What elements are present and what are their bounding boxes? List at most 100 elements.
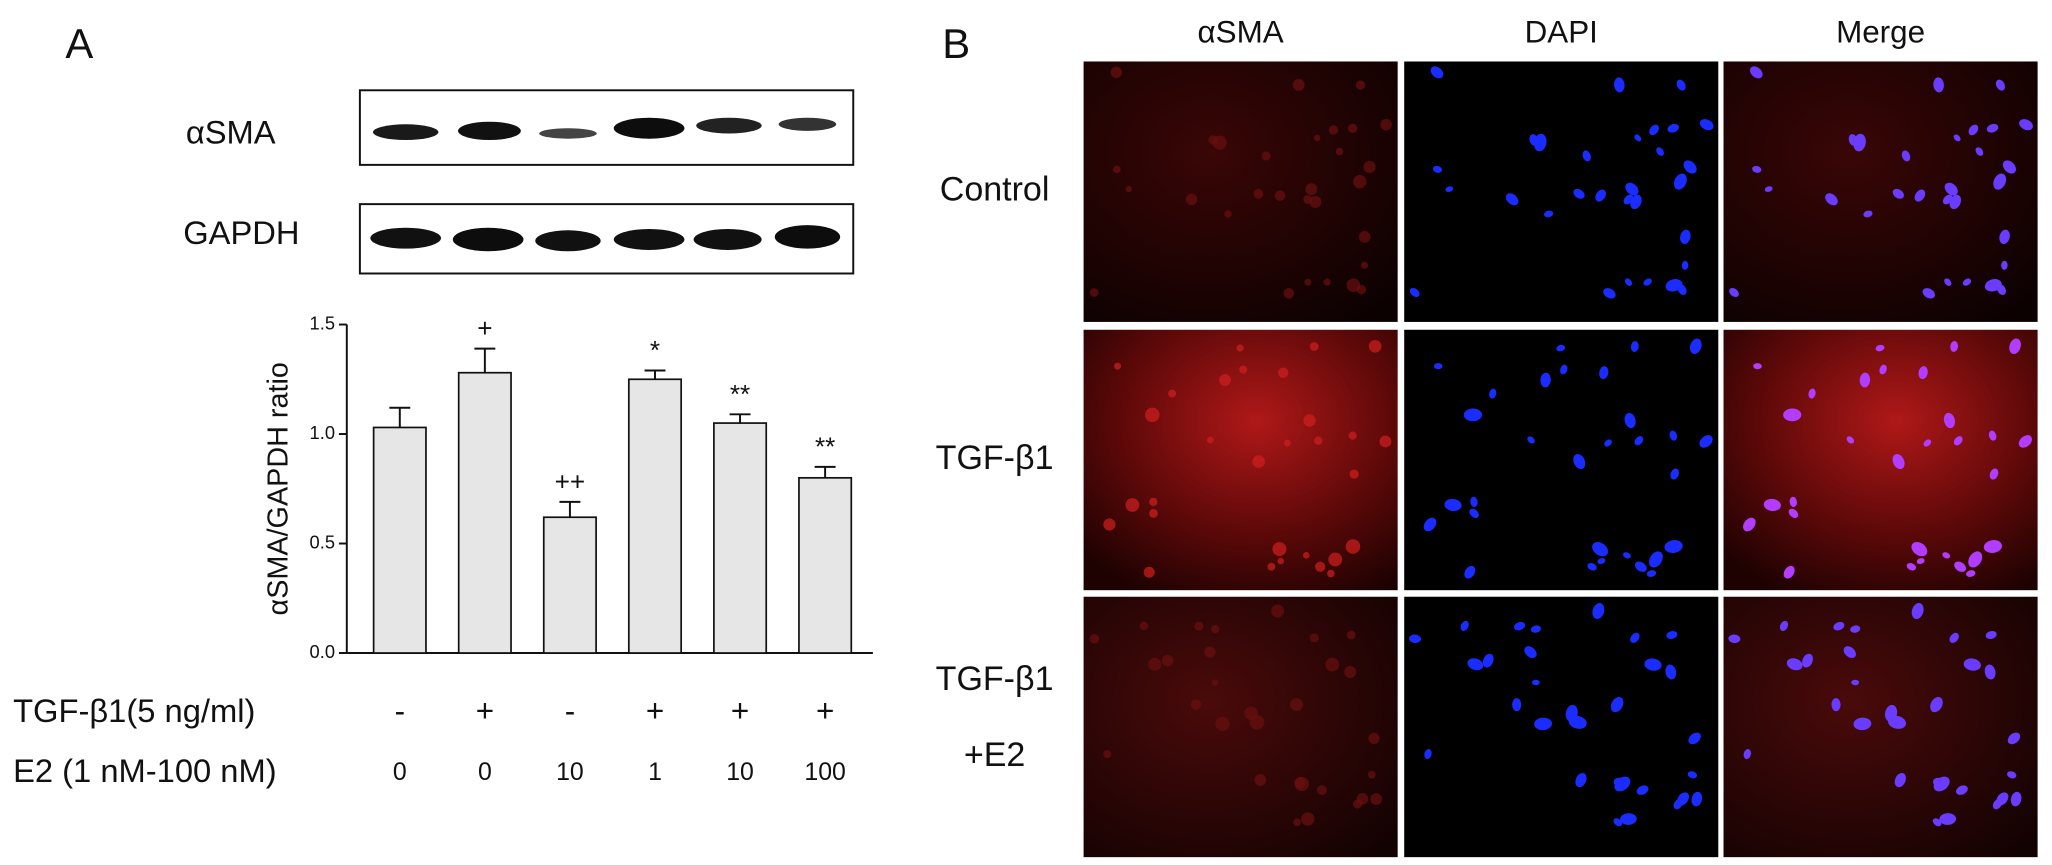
nucleus [1514,621,1526,631]
nucleus [1986,123,1999,133]
nucleus [1953,134,1961,142]
stain-spot [1283,288,1295,299]
micrograph [1404,329,1719,591]
y-axis-title: αSMA/GAPDH ratio [263,362,295,615]
nucleus [1614,77,1625,93]
nucleus [1445,186,1454,192]
error-bar [389,406,411,428]
stain-spot [1185,193,1198,205]
nucleus [1933,777,1947,789]
nucleus [1949,194,1962,210]
nucleus [1599,366,1609,380]
nucleus [1743,517,1756,532]
nucleus [1634,134,1642,142]
stain-spot [1355,80,1366,90]
stain-spot [1314,436,1323,445]
blot-band [774,225,841,249]
stain-spot [1328,552,1343,567]
stain-spot [1349,469,1359,479]
nucleus [1630,632,1640,643]
stain-spot [1125,498,1140,512]
nucleus [1848,134,1858,146]
nucleus [1634,561,1647,572]
stain-spot [1149,497,1158,507]
nucleus [2009,338,2021,354]
blot-band [370,227,442,249]
bar [457,371,512,654]
stain-spot [1345,539,1361,554]
condition-value: 10 [556,758,584,786]
row-label: +E2 [964,736,1025,774]
nucleus [1906,562,1917,571]
micrograph [1723,61,2038,322]
nucleus [1914,189,1926,202]
stain-spot [1346,278,1361,293]
nucleus [1560,364,1568,375]
row-label: Control [940,171,1050,209]
blot-label: GAPDH [183,214,299,251]
nucleus [1587,562,1597,571]
nucleus [1985,630,1997,639]
stain-spot [1309,195,1322,208]
nucleus [1949,632,1959,643]
nucleus [1999,229,2010,245]
nucleus [1604,439,1612,447]
condition-name: E2 (1 nM-100 nM) [13,752,277,789]
stain-spot [1277,557,1284,565]
stain-spot [1303,414,1316,427]
nucleus [1646,570,1657,577]
nucleus [1467,658,1484,671]
error-bar [814,465,836,478]
stain-spot [1367,770,1376,779]
nucleus [1430,66,1444,79]
significance-label: ++ [555,466,586,496]
stain-spot [1348,431,1357,440]
nucleus [1989,468,1999,480]
nucleus [1622,552,1631,559]
stain-spot [1323,278,1331,286]
micrograph-bg [1723,596,2038,858]
stain-spot [1328,125,1339,135]
nucleus [2002,160,2017,174]
nucleus [1681,260,1689,270]
nucleus [1530,625,1541,633]
nucleus [1988,430,1997,441]
nucleus [1968,124,1979,136]
nucleus [1470,496,1478,508]
nucleus [1529,134,1538,146]
blot-band [613,229,685,250]
nucleus [1597,558,1606,565]
nucleus [1424,749,1432,760]
stain-spot [1293,818,1302,827]
nucleus [1603,288,1616,299]
micrograph [1083,329,1398,591]
stain-spot [1148,657,1162,671]
nucleus [1432,165,1443,173]
nucleus [1729,287,1739,297]
nucleus [1963,658,1981,671]
significance-label: ** [730,379,750,409]
stain-spot [1327,569,1335,578]
stain-spot [1379,435,1392,448]
nucleus [1630,341,1639,352]
bar [713,422,768,654]
nucleus [1469,508,1479,519]
blot-band [458,121,521,141]
nucleus [1956,785,1968,795]
nucleus [1944,182,1958,196]
nucleus [1984,279,2002,292]
nucleus [1649,124,1659,136]
stain-spot [1145,407,1160,423]
nucleus [1582,150,1591,162]
nucleus [1885,704,1898,722]
nucleus [1409,287,1420,297]
nucleus [1565,704,1578,722]
nucleus [1556,344,1566,352]
stain-spot [1113,165,1121,174]
nucleus [1894,772,1906,788]
nucleus [1879,364,1887,375]
nucleus [1918,366,1928,380]
nucleus [1984,664,1996,680]
row-label: TGF-β1 [936,439,1054,477]
stain-spot [1204,646,1216,658]
